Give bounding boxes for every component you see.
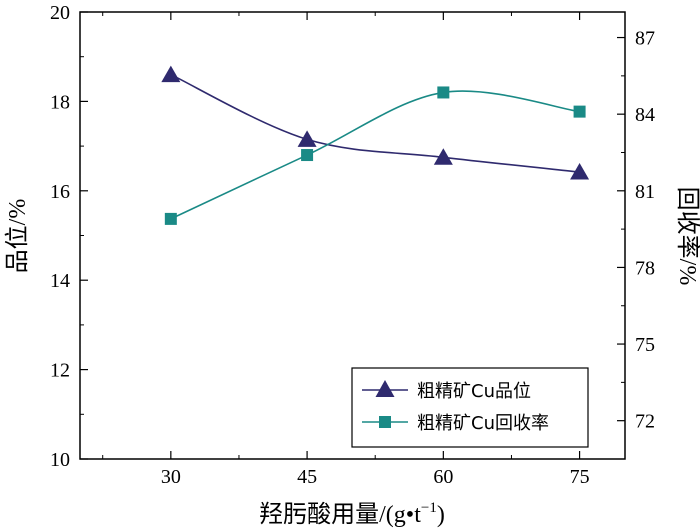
y-right-tick-label: 75 [635, 334, 655, 356]
legend-marker-square [379, 416, 391, 428]
data-point-square [301, 149, 314, 162]
x-axis-title: 羟肟酸用量/(g•t−1) [259, 500, 445, 528]
y-left-axis-title-main: 品位 [3, 225, 31, 273]
x-tick-label: 30 [161, 466, 181, 488]
y-right-tick-label: 81 [635, 181, 655, 203]
data-point-triangle [570, 163, 590, 180]
legend: 粗精矿Cu品位 粗精矿Cu回收率 [351, 367, 589, 448]
x-tick-label: 75 [570, 466, 590, 488]
x-tick-label: 60 [433, 466, 453, 488]
y-right-axis-title: 回收率/% [674, 187, 700, 286]
axis-ticks [80, 11, 625, 460]
series-layer [161, 65, 590, 225]
y-right-tick-label: 87 [635, 28, 655, 50]
y-right-tick-label: 72 [635, 411, 655, 433]
x-axis-title-unit: /(g•t [379, 502, 421, 528]
y-right-tick-label: 84 [635, 104, 655, 126]
data-point-square [164, 212, 177, 225]
y-left-tick-label: 10 [50, 449, 70, 471]
data-point-triangle [161, 65, 181, 83]
x-tick-label: 45 [297, 466, 317, 488]
x-axis-title-main: 羟肟酸用量 [259, 500, 379, 528]
y-left-tick-label: 16 [50, 181, 70, 203]
y-left-tick-label: 14 [50, 270, 70, 292]
data-point-triangle [297, 130, 317, 147]
y-right-tick-label: 78 [635, 257, 655, 279]
series-line-grade [170, 73, 580, 173]
axis-tick-labels: 30 45 60 75 10 12 14 16 18 20 72 75 78 81 84 87 [50, 2, 655, 488]
legend-label-grade: 粗精矿Cu品位 [417, 381, 531, 402]
data-point-square [573, 105, 586, 118]
y-left-axis-title-unit: /% [5, 199, 31, 226]
x-axis-title-exponent: −1 [421, 500, 437, 516]
data-point-triangle [433, 148, 453, 165]
y-left-tick-label: 18 [50, 91, 70, 113]
y-right-axis-title-unit: /% [674, 259, 700, 286]
y-right-axis-title-main: 回收率 [674, 187, 700, 259]
y-left-axis-title: 品位/% [3, 199, 31, 274]
y-left-tick-label: 20 [50, 2, 70, 24]
series-line-recovery [170, 90, 580, 220]
x-axis-title-close: ) [437, 502, 445, 528]
data-point-square [437, 86, 450, 99]
legend-marker-triangle [375, 380, 395, 397]
y-left-tick-label: 12 [50, 360, 70, 382]
legend-label-recovery: 粗精矿Cu回收率 [417, 413, 549, 434]
legend-box [351, 367, 589, 448]
